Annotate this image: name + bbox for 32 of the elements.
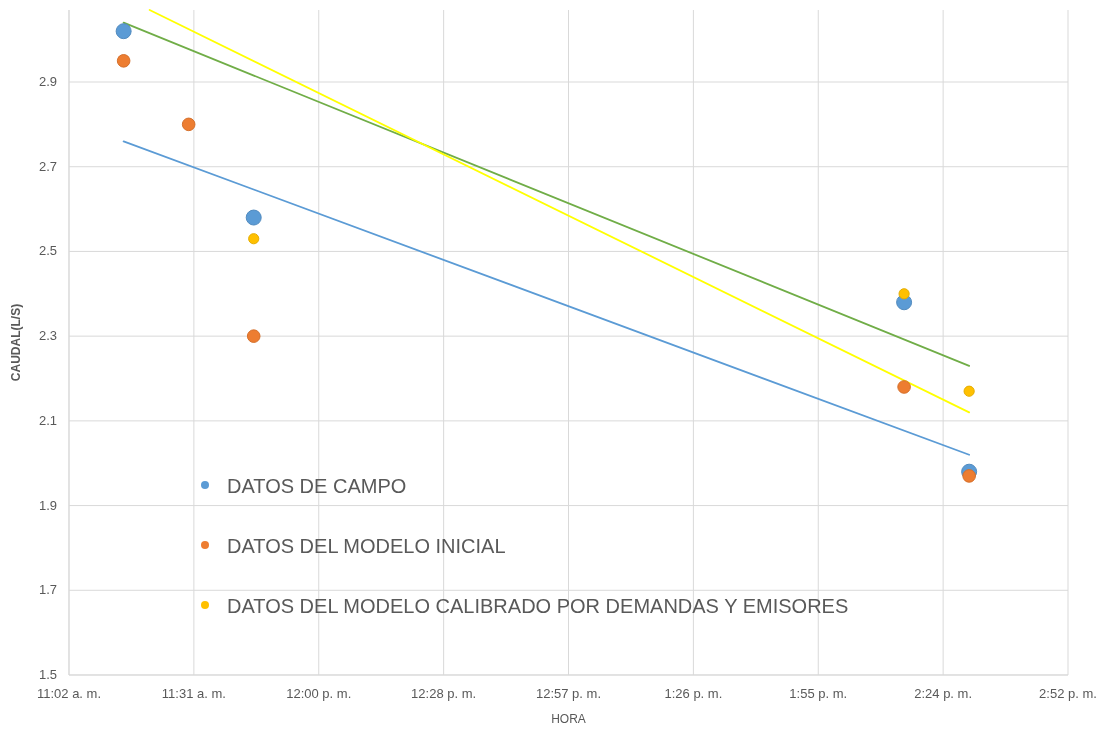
point [181, 117, 196, 132]
point [246, 329, 261, 343]
y-axis-title: CAUDAL(L/S) [9, 303, 23, 382]
legend-label: DATOS DE CAMPO [227, 475, 407, 497]
y-tick-label: 2.9 [38, 74, 57, 90]
x-tick-label: 1:55 p. m. [789, 686, 848, 701]
x-tick-label: 2:24 p. m. [914, 686, 973, 701]
point [248, 233, 260, 245]
point [115, 23, 132, 40]
x-tick-label: 11:02 a. m. [36, 686, 102, 701]
legend-label: DATOS DEL MODELO CALIBRADO POR DEMANDAS Y EMISORES [227, 595, 849, 617]
point [963, 385, 975, 397]
point [116, 54, 131, 68]
y-tick-label: 2.3 [38, 328, 57, 344]
x-tick-label: 2:52 p. m. [1039, 686, 1097, 701]
x-tick-label: 12:28 p. m. [411, 686, 477, 701]
x-tick-label: 11:31 a. m. [161, 686, 226, 701]
point [898, 288, 910, 300]
x-tick-label: 12:00 p. m. [286, 686, 352, 701]
y-tick-label: 2.5 [38, 243, 57, 259]
y-tick-label: 1.5 [38, 667, 57, 682]
y-tick-label: 2.7 [38, 158, 57, 174]
y-tick-label: 1.7 [38, 582, 57, 598]
x-tick-label: 1:26 p. m. [664, 686, 723, 701]
x-tick-label: 12:57 p. m. [535, 686, 602, 701]
x-axis-title: HORA [551, 712, 586, 726]
y-tick-label: 2.1 [38, 412, 57, 428]
point [962, 469, 976, 483]
point [245, 209, 262, 226]
legend-label: DATOS DEL MODELO INICIAL [227, 535, 506, 557]
y-tick-label: 1.9 [38, 497, 57, 513]
point [897, 380, 911, 394]
